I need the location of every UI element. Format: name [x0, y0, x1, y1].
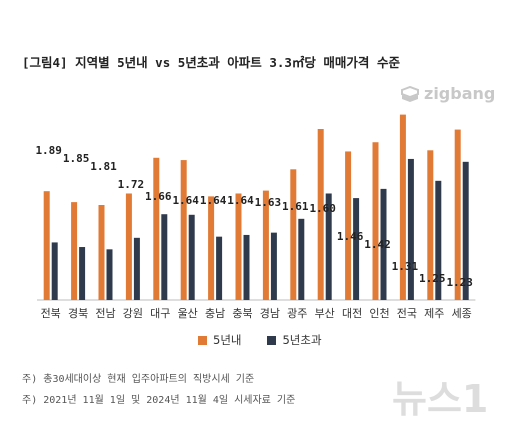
bar-over5 [380, 188, 387, 300]
x-tick-label: 광주 [287, 307, 307, 320]
legend: 5년내 5년초과 [198, 332, 322, 348]
bar-within5 [235, 193, 242, 300]
x-tick-label: 강원 [123, 307, 143, 320]
zigbang-logo: zigbang [400, 84, 495, 103]
bar-over5 [243, 234, 250, 300]
chart-title: [그림4] 지역별 5년내 vs 5년초과 아파트 3.3㎡당 매매가격 수준 [22, 55, 400, 70]
x-tick-label: 전남 [95, 307, 115, 320]
ratio-label: 1.46 [337, 230, 364, 243]
bar-within5 [98, 205, 105, 300]
bar-over5 [462, 161, 469, 300]
bar-within5 [317, 129, 324, 300]
ratio-label: 1.66 [145, 190, 172, 203]
x-tick-label: 부산 [315, 307, 335, 320]
bar-over5 [51, 242, 58, 300]
bar-within5 [180, 160, 187, 300]
logo-text: zigbang [424, 84, 496, 103]
x-tick-label: 경북 [68, 307, 88, 320]
ratio-label: 1.64 [172, 194, 199, 207]
footnote-1: 주) 총30세대이상 현재 입주아파트의 직방시세 기준 [22, 374, 255, 385]
bar-within5 [153, 157, 160, 300]
x-tick-label: 대전 [342, 307, 362, 320]
ratio-label: 1.64 [200, 194, 227, 207]
bar-over5 [216, 236, 223, 300]
x-tick-label: 충북 [232, 307, 252, 320]
ratio-label: 1.63 [255, 196, 282, 209]
x-tick-label: 제주 [424, 307, 444, 320]
ratio-label: 1.23 [446, 276, 473, 289]
bar-over5 [407, 158, 414, 300]
zigbang-logo-icon [401, 85, 419, 102]
x-tick-label: 대구 [150, 307, 170, 320]
bar-over5 [188, 214, 195, 300]
x-tick-label: 경남 [260, 307, 280, 320]
bar-within5 [43, 191, 50, 300]
bar-within5 [427, 150, 434, 300]
legend-swatch-over5 [267, 335, 277, 345]
x-tick-label: 충남 [205, 307, 225, 320]
legend-label-over5: 5년초과 [282, 333, 322, 347]
bar-over5 [106, 249, 113, 300]
ratio-label: 1.61 [282, 200, 309, 213]
bar-over5 [353, 198, 360, 300]
ratio-label: 1.42 [364, 238, 391, 251]
legend-swatch-within5 [198, 335, 207, 345]
ratio-label: 1.64 [227, 194, 254, 207]
bar-within5 [71, 202, 78, 300]
bar-within5 [345, 151, 352, 300]
bar-within5 [454, 129, 461, 300]
ratio-label: 1.60 [309, 202, 336, 215]
x-tick-label: 인천 [369, 306, 389, 320]
bar-over5 [161, 214, 168, 300]
news1-watermark: 뉴스1 [392, 377, 489, 421]
legend-item-over5: 5년초과 [267, 332, 322, 348]
bar-within5 [208, 196, 215, 300]
footnote-2: 주) 2021년 11월 1일 및 2024년 11월 4일 시세자료 기준 [22, 395, 296, 406]
bar-over5 [325, 193, 332, 300]
bar-within5 [399, 114, 406, 300]
bar-over5 [435, 180, 442, 300]
bar-within5 [372, 142, 379, 300]
bar-over5 [133, 237, 140, 300]
legend-label-within5: 5년내 [213, 333, 242, 347]
ratio-label: 1.72 [118, 178, 145, 191]
ratio-label: 1.25 [419, 272, 446, 285]
bar-chart: 전북 1.89 경북 1.85 전남 1.81 강원 1.72 대구 1.66 울산 1.64 충남 1.… [35, 114, 476, 320]
ratio-label: 1.81 [90, 160, 117, 173]
ratio-label: 1.31 [392, 260, 419, 273]
bar-over5 [79, 247, 86, 300]
ratio-label: 1.89 [35, 144, 62, 157]
bar-over5 [270, 232, 277, 300]
x-tick-label: 세종 [452, 307, 472, 320]
x-tick-label: 전국 [397, 307, 417, 320]
bar-within5 [125, 193, 132, 300]
legend-item-within5: 5년내 [198, 332, 241, 348]
x-tick-label: 울산 [178, 307, 198, 320]
bar-within5 [290, 169, 297, 300]
bar-over5 [298, 218, 305, 300]
bar-within5 [262, 190, 269, 300]
ratio-label: 1.85 [63, 152, 90, 165]
x-tick-label: 전북 [41, 307, 61, 320]
